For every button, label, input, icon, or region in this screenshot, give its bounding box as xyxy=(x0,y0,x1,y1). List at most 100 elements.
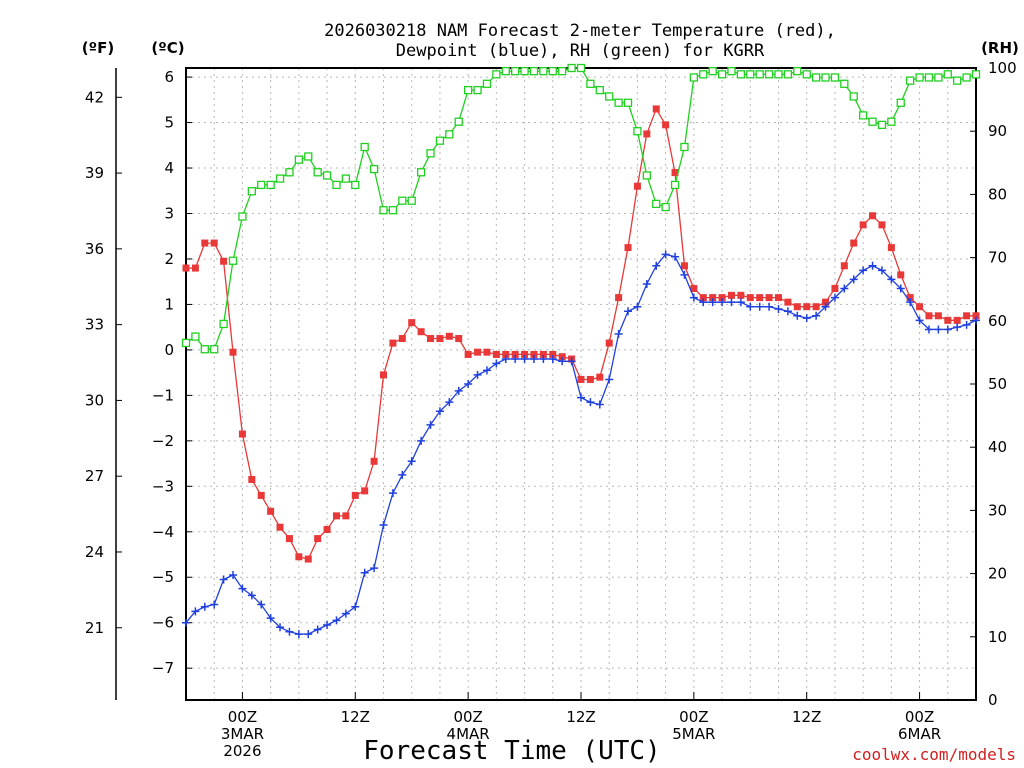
dewpoint-point xyxy=(247,591,256,600)
dewpoint-point xyxy=(802,314,811,323)
temperature-point xyxy=(220,257,228,265)
temperature-point xyxy=(370,457,378,465)
temperature-point xyxy=(229,348,237,356)
dewpoint-point xyxy=(595,400,604,409)
temperature-point xyxy=(840,262,848,270)
temperature-point xyxy=(690,285,698,293)
temperature-point xyxy=(925,312,933,320)
temperature-point xyxy=(267,507,275,515)
temperature-point xyxy=(916,303,924,311)
dewpoint-point xyxy=(934,325,943,334)
dewpoint-point xyxy=(915,316,924,325)
temperature-point xyxy=(963,312,971,320)
temperature-point xyxy=(323,525,331,533)
temperature-point xyxy=(408,319,416,327)
rh-tick-label: 20 xyxy=(988,565,1007,583)
dewpoint-point xyxy=(341,609,350,618)
rh-tick-label: 70 xyxy=(988,249,1007,267)
dewpoint-point xyxy=(708,298,717,307)
relative-humidity-point xyxy=(699,70,708,79)
dewpoint-point xyxy=(558,357,567,366)
relative-humidity-point xyxy=(520,67,529,76)
temperature-point xyxy=(615,294,623,302)
relative-humidity-point xyxy=(868,117,877,126)
fahrenheit-tick-label: 30 xyxy=(85,391,104,409)
x-tick-label: 00Z xyxy=(228,708,257,726)
temperature-point xyxy=(351,491,359,499)
relative-humidity-point xyxy=(407,196,416,205)
temperature-point xyxy=(210,239,218,247)
relative-humidity-point xyxy=(435,136,445,145)
relative-humidity-point xyxy=(934,73,943,82)
relative-humidity-point xyxy=(595,85,604,95)
dewpoint-point xyxy=(529,354,538,363)
rh-tick-label: 30 xyxy=(988,501,1007,519)
dewpoint-point xyxy=(398,470,407,479)
fahrenheit-tick-label: 24 xyxy=(85,543,104,561)
relative-humidity-point xyxy=(821,73,830,82)
temperature-point xyxy=(831,285,839,293)
relative-humidity-point xyxy=(924,73,934,82)
relative-humidity-point xyxy=(623,98,633,107)
dewpoint-point xyxy=(962,320,971,329)
dewpoint-point xyxy=(539,354,548,363)
dewpoint-point xyxy=(718,298,727,307)
dewpoint-point xyxy=(454,386,463,395)
relative-humidity-point xyxy=(605,92,614,101)
dewpoint-point xyxy=(736,298,745,307)
dewpoint-point xyxy=(492,359,501,368)
relative-humidity-point xyxy=(463,85,473,95)
relative-humidity-point xyxy=(294,155,304,164)
relative-humidity-point xyxy=(736,70,746,79)
temperature-point xyxy=(521,350,529,358)
relative-humidity-point xyxy=(266,180,275,190)
celsius-tick-label: 0 xyxy=(164,341,174,359)
relative-humidity-point xyxy=(783,70,793,79)
temperature-point xyxy=(972,312,980,320)
temperature-point xyxy=(756,294,764,302)
relative-humidity-point xyxy=(360,142,369,152)
temperature-point xyxy=(822,298,830,306)
relative-humidity-point xyxy=(529,67,539,76)
rh-tick-label: 100 xyxy=(988,59,1017,77)
relative-humidity-point xyxy=(567,63,576,73)
relative-humidity-point xyxy=(915,73,924,82)
fahrenheit-tick-label: 27 xyxy=(85,467,104,485)
relative-humidity-point xyxy=(755,70,764,79)
temperature-point xyxy=(906,294,914,302)
relative-humidity-point xyxy=(501,67,510,76)
dewpoint-point xyxy=(191,607,200,616)
relative-humidity-point xyxy=(802,70,811,79)
temperature-point xyxy=(427,335,435,343)
temperature-point xyxy=(605,339,613,347)
dewpoint-point xyxy=(840,284,849,293)
dewpoint-point xyxy=(379,520,388,529)
chart-title-line-2: Dewpoint (blue), RH (green) for KGRR xyxy=(396,41,765,61)
dewpoint-point xyxy=(774,304,783,313)
relative-humidity-point xyxy=(633,127,642,136)
temperature-point xyxy=(709,294,717,302)
temperature-point xyxy=(775,294,782,302)
relative-humidity-point xyxy=(191,332,200,341)
relative-humidity-point xyxy=(642,171,651,180)
temperature-point xyxy=(765,294,773,302)
dewpoint-point xyxy=(699,298,708,307)
temperature-point xyxy=(436,335,444,343)
relative-humidity-point xyxy=(849,92,858,101)
dewpoint-point xyxy=(285,627,294,636)
temperature-point xyxy=(887,244,895,252)
dewpoint-point xyxy=(661,250,670,259)
dewpoint-point xyxy=(238,584,247,593)
dewpoint-point xyxy=(887,275,896,284)
dewpoint-point xyxy=(746,302,755,311)
temperature-point xyxy=(718,294,726,302)
relative-humidity-point xyxy=(793,67,802,76)
x-tick-label: 4MAR xyxy=(447,725,490,743)
temperature-point xyxy=(803,303,811,311)
dewpoint-point xyxy=(755,302,764,311)
relative-humidity-point xyxy=(708,67,717,76)
dewpoint-point xyxy=(652,261,661,270)
rh-tick-label: 80 xyxy=(988,185,1007,203)
dewpoint-point xyxy=(765,302,774,311)
relative-humidity-point xyxy=(369,164,379,174)
